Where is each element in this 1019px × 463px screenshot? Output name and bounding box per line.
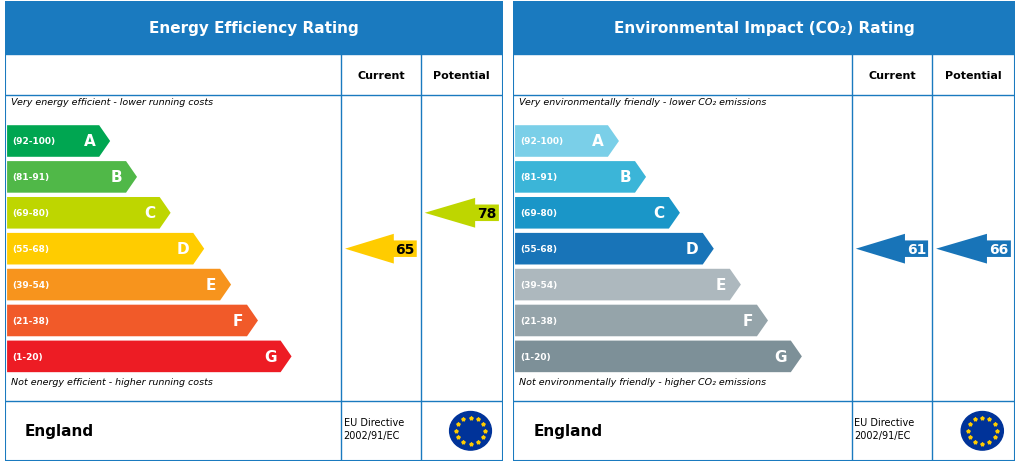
Text: F: F	[232, 313, 243, 328]
Text: (92-100): (92-100)	[12, 137, 55, 146]
Text: B: B	[110, 170, 122, 185]
Text: Very energy efficient - lower running costs: Very energy efficient - lower running co…	[11, 98, 213, 107]
Text: B: B	[619, 170, 631, 185]
Text: C: C	[145, 206, 156, 221]
Text: (21-38): (21-38)	[520, 316, 556, 325]
Text: G: G	[264, 349, 276, 364]
Text: Energy Efficiency Rating: Energy Efficiency Rating	[149, 21, 359, 36]
Text: G: G	[773, 349, 786, 364]
Polygon shape	[7, 269, 231, 301]
Polygon shape	[7, 162, 137, 193]
Text: 66: 66	[988, 242, 1008, 256]
Text: (39-54): (39-54)	[520, 281, 556, 289]
Text: 65: 65	[395, 242, 415, 256]
Text: Current: Current	[357, 71, 405, 81]
Text: (69-80): (69-80)	[12, 209, 49, 218]
Bar	[513, 2, 1014, 55]
Text: Very environmentally friendly - lower CO₂ emissions: Very environmentally friendly - lower CO…	[519, 98, 765, 107]
Text: (92-100): (92-100)	[520, 137, 562, 146]
Text: D: D	[176, 242, 190, 257]
Text: Not energy efficient - higher running costs: Not energy efficient - higher running co…	[11, 377, 213, 386]
Text: EU Directive
2002/91/EC: EU Directive 2002/91/EC	[854, 417, 914, 440]
Text: (81-91): (81-91)	[520, 173, 556, 182]
Polygon shape	[344, 234, 417, 264]
Polygon shape	[515, 269, 740, 301]
Polygon shape	[7, 233, 204, 265]
Text: England: England	[25, 423, 94, 438]
Text: (81-91): (81-91)	[12, 173, 49, 182]
Polygon shape	[935, 234, 1010, 264]
Text: Not environmentally friendly - higher CO₂ emissions: Not environmentally friendly - higher CO…	[519, 377, 765, 386]
Polygon shape	[7, 341, 291, 372]
Polygon shape	[7, 198, 170, 229]
Polygon shape	[515, 198, 680, 229]
Text: A: A	[592, 134, 603, 149]
Text: Environmental Impact (CO₂) Rating: Environmental Impact (CO₂) Rating	[613, 21, 913, 36]
Polygon shape	[515, 126, 619, 157]
Text: (55-68): (55-68)	[12, 244, 49, 254]
Text: (21-38): (21-38)	[12, 316, 49, 325]
Text: A: A	[84, 134, 95, 149]
Polygon shape	[515, 305, 767, 337]
Polygon shape	[515, 162, 645, 193]
Polygon shape	[424, 199, 498, 228]
Circle shape	[960, 412, 1003, 450]
Text: 78: 78	[477, 206, 496, 220]
Polygon shape	[7, 126, 110, 157]
Text: (39-54): (39-54)	[12, 281, 49, 289]
Bar	[5, 2, 502, 55]
Text: (69-80): (69-80)	[520, 209, 556, 218]
Text: C: C	[653, 206, 664, 221]
Text: Current: Current	[867, 71, 915, 81]
Text: E: E	[714, 277, 726, 293]
Text: EU Directive
2002/91/EC: EU Directive 2002/91/EC	[343, 417, 404, 440]
Polygon shape	[855, 234, 927, 264]
Text: Potential: Potential	[945, 71, 1001, 81]
Text: (55-68): (55-68)	[520, 244, 556, 254]
Text: E: E	[206, 277, 216, 293]
Text: Potential: Potential	[433, 71, 489, 81]
Polygon shape	[515, 233, 713, 265]
Circle shape	[449, 412, 491, 450]
Text: D: D	[686, 242, 698, 257]
Text: England: England	[533, 423, 601, 438]
Text: (1-20): (1-20)	[520, 352, 550, 361]
Polygon shape	[7, 305, 258, 337]
Text: F: F	[742, 313, 752, 328]
Polygon shape	[515, 341, 801, 372]
Text: 61: 61	[906, 242, 925, 256]
Text: (1-20): (1-20)	[12, 352, 43, 361]
